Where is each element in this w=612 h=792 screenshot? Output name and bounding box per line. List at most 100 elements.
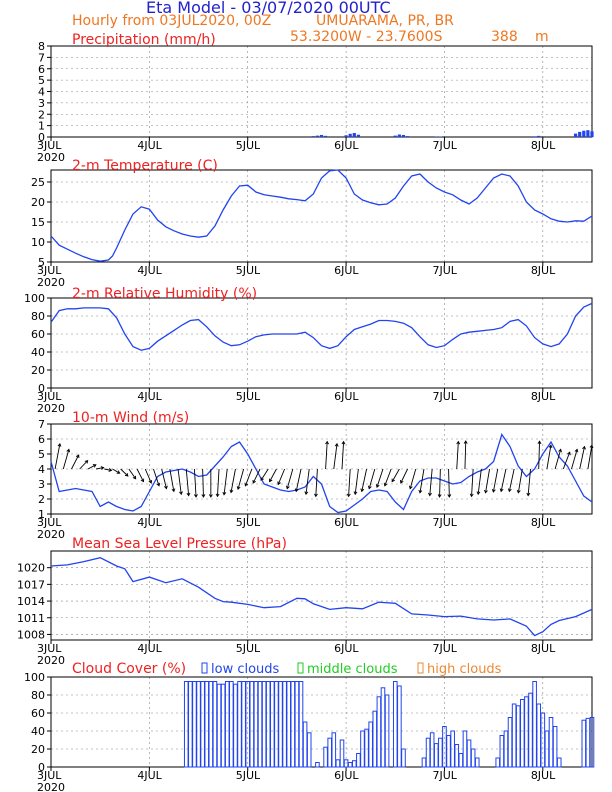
low-cloud-bar <box>454 744 460 768</box>
low-cloud-bar <box>421 757 427 768</box>
wind-arrow <box>202 468 204 498</box>
wind-arrow <box>153 468 160 486</box>
low-cloud-bar <box>466 739 472 768</box>
wind-ytick-label: 7 <box>38 418 45 431</box>
precip-bar <box>401 134 406 137</box>
low-cloud-bar <box>290 681 296 768</box>
wind-arrow <box>456 441 459 470</box>
wind-arrowhead <box>252 479 256 484</box>
wind-arrowhead <box>140 478 145 483</box>
rh-xtick-label: 4JUL <box>137 390 162 403</box>
wind-arrow <box>477 468 482 495</box>
wind-arrow <box>295 468 302 492</box>
mslp-ytick-label: 1014 <box>17 595 45 608</box>
wind-arrow <box>177 468 182 495</box>
cloud-xtick-label: 6JUL <box>334 769 359 782</box>
wind-arrowhead <box>391 478 396 483</box>
wind-arrowhead <box>456 440 461 445</box>
low-cloud-bar <box>351 760 357 768</box>
low-cloud-bar <box>376 696 382 768</box>
temp-ytick-label: 10 <box>31 236 45 249</box>
mslp-xtick-label: 8JUL <box>531 642 556 655</box>
low-cloud-bar <box>327 737 332 768</box>
wind-arrow <box>546 445 552 470</box>
low-cloud-bar <box>470 748 476 768</box>
low-cloud-bar <box>356 753 361 768</box>
cloud-ytick-label: 100 <box>24 671 45 684</box>
cloud-xtick-label: 3JUL <box>37 769 62 782</box>
precip-bar <box>344 135 348 137</box>
wind-arrowhead <box>558 448 562 453</box>
low-cloud-bar <box>401 748 406 768</box>
wind-panel: 1 2 3 4 5 6 7 3JUL 4JUL 5JUL 6JUL 7JUL 8JUL 2020 10-m … <box>37 410 594 541</box>
legend-label: low clouds <box>211 662 280 677</box>
mslp-frame <box>50 550 593 641</box>
legend-label: middle clouds <box>307 662 398 677</box>
mslp-ytick-label: 1008 <box>17 628 45 641</box>
wind-arrow <box>96 467 104 470</box>
low-cloud-bar <box>499 735 505 768</box>
wind-arrow <box>554 449 562 470</box>
low-cloud-bar <box>323 746 328 768</box>
cloud-xtick-label: 7JUL <box>432 769 457 782</box>
low-cloud-bar <box>335 759 341 768</box>
precip-bar <box>574 133 578 137</box>
cloud-panel: 0 20 40 60 80 100 3JUL 4JUL 5JUL 6JUL 7JUL 8JUL 2020… <box>24 661 595 792</box>
low-cloud-bar <box>384 694 390 768</box>
wind-arrowhead <box>222 491 227 496</box>
precip-xtick-label: 8JUL <box>531 139 556 152</box>
low-cloud-bar <box>552 726 558 768</box>
wind-arrow <box>500 468 507 492</box>
temp-xtick-label: 4JUL <box>137 264 162 277</box>
wind-arrowhead <box>537 440 542 445</box>
low-cloud-bar <box>200 681 205 768</box>
rh-ytick-label: 40 <box>31 346 45 359</box>
wind-arrow <box>79 460 89 470</box>
wind-arrowhead <box>193 494 198 498</box>
cloud-legend: low clouds middle clouds high clouds <box>201 662 502 677</box>
wind-ytick-label: 1 <box>38 508 45 521</box>
mslp-ytick-label: 1011 <box>17 612 45 625</box>
rh-xtick-label: 3JUL <box>37 390 62 403</box>
wind-arrowhead <box>589 444 594 449</box>
precip-xtick-label: 5JUL <box>236 139 261 152</box>
wind-arrowhead <box>116 470 121 474</box>
wind-arrow <box>419 468 425 493</box>
precip-title: Precipitation (mm/h) <box>72 32 216 48</box>
mslp-xtick-label: 5JUL <box>236 642 261 655</box>
location-label: UMUARAMA, PR, BR <box>316 13 454 29</box>
rh-title: 2-m Relative Humidity (%) <box>72 286 257 302</box>
rh-ytick-label: 0 <box>38 382 45 395</box>
low-cloud-bar <box>536 703 542 768</box>
legend-label: high clouds <box>427 662 502 677</box>
wind-ytick-label: 5 <box>38 448 45 461</box>
wind-arrowhead <box>236 486 241 491</box>
wind-arrow <box>185 468 190 496</box>
rh-ytick-label: 100 <box>24 292 45 305</box>
rh-year-label: 2020 <box>37 402 65 415</box>
wind-arrowhead <box>325 440 329 445</box>
cloud-ytick-label: 60 <box>31 707 45 720</box>
wind-arrowhead <box>66 448 71 453</box>
wind-arrow <box>269 468 277 482</box>
low-cloud-bar <box>286 681 292 768</box>
wind-arrow <box>348 468 351 497</box>
wind-arrowhead <box>285 485 290 490</box>
precip-bar <box>537 135 541 137</box>
low-cloud-bar <box>315 762 320 768</box>
low-cloud-bar <box>532 681 537 768</box>
wind-arrow <box>71 454 80 470</box>
wind-arrow <box>333 443 338 470</box>
precip-xtick-label: 4JUL <box>137 139 162 152</box>
wind-arrow <box>230 468 236 493</box>
wind-arrow <box>112 468 120 474</box>
wind-arrow <box>223 468 228 495</box>
low-cloud-bar <box>282 681 287 768</box>
cloud-xtick-label: 8JUL <box>531 769 556 782</box>
low-cloud-bar <box>204 681 210 768</box>
low-cloud-bar <box>425 737 431 768</box>
wind-arrow <box>252 468 261 484</box>
rh-xtick-label: 7JUL <box>432 390 457 403</box>
cloud-year-label: 2020 <box>37 781 65 792</box>
